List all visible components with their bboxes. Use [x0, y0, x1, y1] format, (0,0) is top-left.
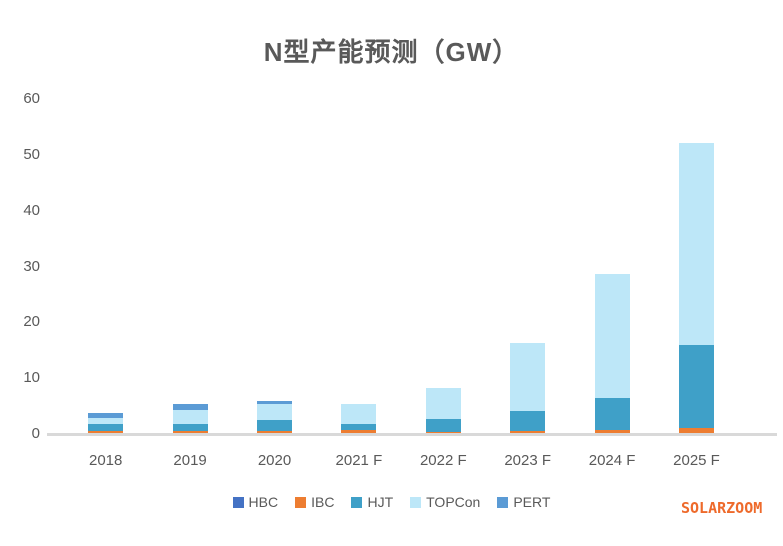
bar-segment-ibc-2023F: [510, 430, 546, 435]
bar-segment-topcon-2024F: [594, 273, 630, 398]
x-axis-label-2021F: 2021 F: [335, 452, 383, 469]
y-axis-tick-label: 20: [23, 313, 40, 331]
legend-swatch-hjt: [351, 496, 363, 508]
x-axis-label-2022F: 2022 F: [419, 452, 467, 469]
bar-segment-hjt-2021F: [341, 423, 377, 430]
chart-title: N型产能预测（GW）: [263, 37, 520, 67]
legend-item-pert: PERT: [497, 494, 550, 510]
legend-swatch-pert: [497, 496, 509, 508]
legend-swatch-topcon: [410, 496, 422, 508]
legend-swatch-hbc: [232, 496, 244, 508]
bar-segment-hjt-2024F: [594, 397, 630, 430]
y-axis-tick-label: 30: [23, 257, 40, 275]
bar-segment-ibc-2021F: [341, 429, 377, 435]
bar-segment-ibc-2018: [88, 430, 124, 435]
legend-item-hbc: HBC: [232, 494, 279, 510]
x-axis-label-2024F: 2024 F: [588, 452, 636, 469]
bar-segment-topcon-2022F: [425, 387, 461, 420]
legend-item-ibc: IBC: [295, 494, 334, 510]
bar-segment-ibc-2019: [172, 430, 208, 435]
y-axis-tick-label: 0: [31, 425, 40, 442]
x-axis-label-2018: 2018: [89, 452, 123, 469]
bar-segment-hjt-2025F: [679, 344, 714, 428]
legend: HBC IBC HJT TOPCon PERT: [0, 494, 783, 510]
watermark-logo: SOLARZOOM: [681, 499, 763, 517]
bar-segment-pert-2019: [172, 403, 208, 411]
bar-segment-topcon-2020: [257, 404, 292, 421]
bar-segment-ibc-2024F: [594, 429, 630, 435]
bar-segment-topcon-2018: [88, 418, 124, 425]
bar-segment-pert-2020: [257, 400, 292, 405]
bar-segment-hjt-2022F: [425, 419, 461, 432]
legend-label-hbc: HBC: [248, 494, 279, 510]
x-axis-label-2025F: 2025 F: [673, 452, 720, 469]
x-axis-label-2019: 2019: [173, 452, 207, 469]
bar-segment-ibc-2020: [257, 430, 292, 435]
y-axis-tick-label: 50: [23, 145, 40, 163]
legend-item-hjt: HJT: [351, 494, 393, 510]
x-axis-label-2023F: 2023 F: [504, 452, 552, 469]
legend-item-topcon: TOPCon: [410, 494, 480, 510]
y-axis-tick-label: 10: [23, 369, 40, 387]
bar-segment-ibc-2025F: [679, 427, 714, 435]
x-axis-label-2020: 2020: [257, 452, 292, 469]
legend-label-topcon: TOPCon: [426, 494, 481, 510]
bar-segment-pert-2018: [88, 412, 124, 419]
bar-segment-topcon-2021F: [341, 403, 377, 424]
bar-segment-topcon-2023F: [510, 343, 546, 411]
bar-segment-hjt-2018: [88, 424, 124, 431]
bar-segment-hjt-2023F: [510, 410, 546, 431]
bar-segment-topcon-2019: [172, 410, 208, 424]
legend-label-ibc: IBC: [311, 494, 335, 510]
y-axis-tick-label: 60: [23, 90, 40, 108]
bar-segment-topcon-2025F: [679, 143, 714, 345]
y-axis-tick-label: 40: [23, 201, 40, 219]
legend-label-pert: PERT: [513, 494, 551, 510]
x-axis-line: [47, 433, 777, 436]
legend-label-hjt: HJT: [367, 494, 394, 510]
bar-segment-hjt-2019: [172, 423, 208, 431]
bar-segment-hjt-2020: [257, 420, 292, 431]
legend-swatch-ibc: [295, 496, 307, 508]
